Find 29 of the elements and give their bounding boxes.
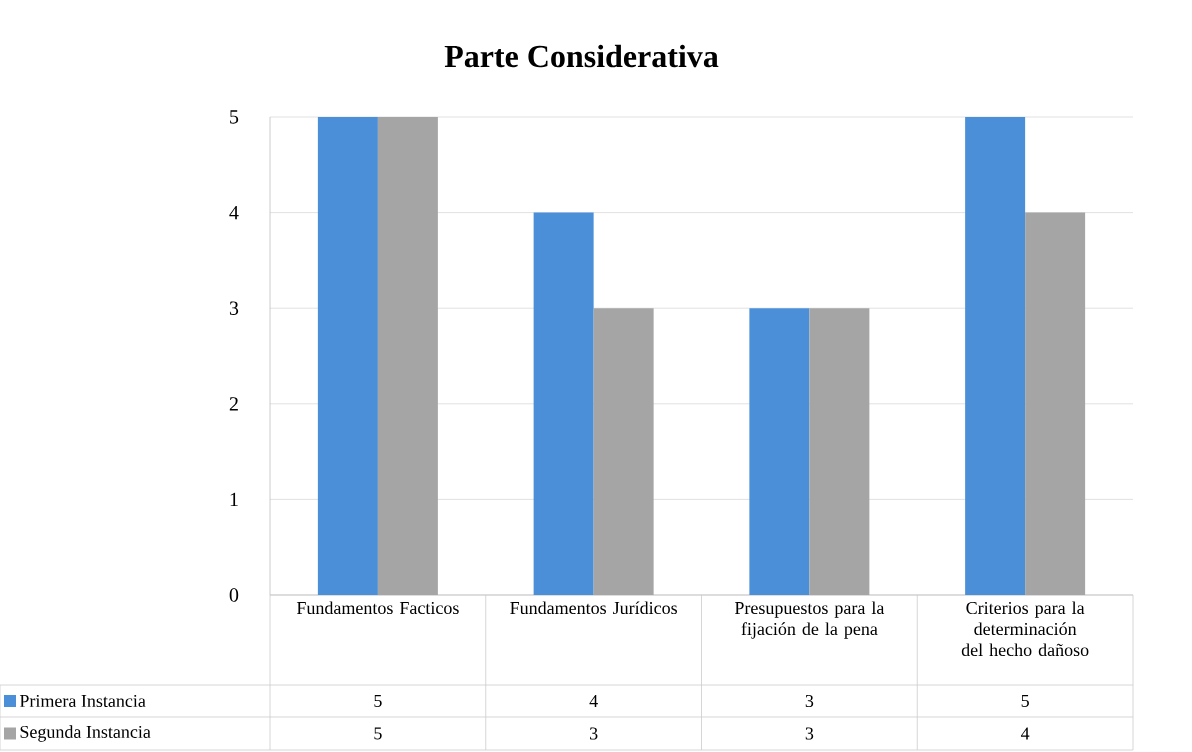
y-tick-label: 5 bbox=[230, 110, 239, 124]
y-tick-label: 3 bbox=[229, 301, 239, 315]
data-label: 4 bbox=[1020, 727, 1030, 740]
data-label: 3 bbox=[805, 694, 814, 708]
y-tick-label: 4 bbox=[229, 206, 239, 220]
y-tick-label: 2 bbox=[229, 397, 238, 411]
legend-label: Segunda Instancia bbox=[20, 725, 151, 742]
x-tick-label: Fundamentos Facticos bbox=[296, 601, 459, 615]
data-label: 5 bbox=[374, 727, 382, 740]
bar bbox=[809, 308, 870, 595]
bar bbox=[1025, 212, 1086, 595]
bar bbox=[317, 117, 378, 595]
x-tick-label: Criterios para la determinación del hecho dañoso bbox=[961, 601, 1089, 657]
y-tick-label: 0 bbox=[229, 588, 239, 602]
data-label: 5 bbox=[1021, 695, 1029, 707]
data-label: 5 bbox=[374, 695, 382, 707]
x-tick-label: Presupuestos para la fijación de la pena bbox=[734, 601, 885, 639]
data-label: 3 bbox=[589, 727, 598, 740]
data-label: 3 bbox=[805, 727, 814, 740]
x-tick-label: Fundamentos Jurídicos bbox=[510, 601, 677, 615]
bar bbox=[533, 212, 594, 595]
bar bbox=[965, 117, 1026, 595]
bar bbox=[593, 308, 654, 595]
data-label: 4 bbox=[589, 695, 598, 707]
bar bbox=[377, 117, 438, 595]
chart-title: Parte Considerativa bbox=[444, 44, 719, 68]
legend-label: Primera Instancia bbox=[19, 694, 146, 708]
y-tick-label: 1 bbox=[230, 492, 238, 506]
bar bbox=[749, 308, 810, 595]
